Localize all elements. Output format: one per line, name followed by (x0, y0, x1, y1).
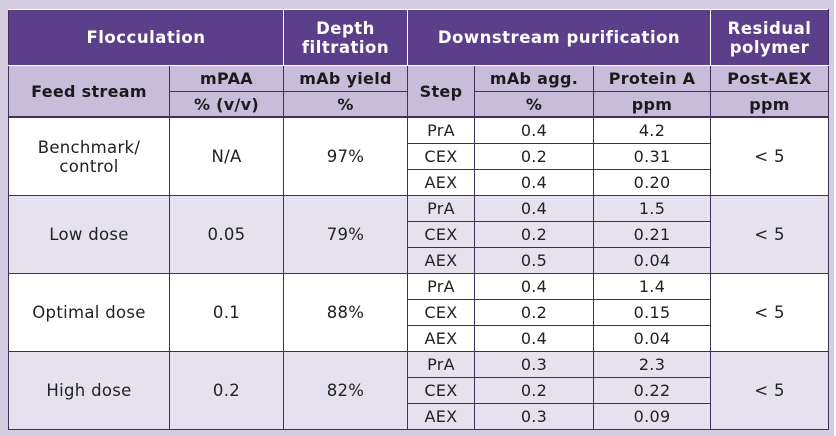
feed-stream-line-1: Benchmark/ (37, 137, 141, 157)
residual-polymer-line-1: Residual (727, 18, 812, 38)
residual-polymer-header: Residual polymer (710, 9, 830, 66)
protein-a-cell: 0.31 (592, 143, 712, 170)
protein-a-cell: 0.09 (592, 403, 712, 430)
mab-agg-cell: 0.2 (474, 221, 594, 248)
step-cell: AEX (407, 325, 475, 352)
protein-a-cell: 0.15 (592, 299, 712, 326)
feed-stream-header: Feed stream (8, 65, 170, 118)
feed-stream-cell: High dose (8, 351, 170, 430)
step-cell: PrA (407, 273, 475, 300)
mab-agg-cell: 0.3 (474, 403, 594, 430)
table-row: AEX 0.4 0.20 (9, 169, 829, 196)
table-row: Benchmark/ control N/A 97% PrA 0.4 4.2 <… (8, 116, 830, 196)
flocculation-header: Flocculation (8, 9, 284, 66)
table-row: Low dose 0.05 79% PrA 0.4 1.5 < 5 (8, 195, 830, 274)
mab-agg-unit: % (474, 91, 594, 118)
step-cell: AEX (407, 247, 475, 274)
table-row: CEX 0.2 0.15 (9, 299, 829, 326)
mab-agg-cell: 0.2 (474, 299, 594, 326)
unit-header-row: % (v/v) % % ppm ppm (9, 91, 830, 118)
post-aex-cell: < 5 (710, 351, 830, 430)
step-header: Step (407, 65, 475, 118)
mab-agg-cell: 0.5 (474, 247, 594, 274)
step-cell: AEX (407, 169, 475, 196)
residual-polymer-line-2: polymer (729, 37, 810, 57)
table-row: AEX 0.4 0.04 (9, 325, 829, 352)
protein-a-cell: 0.04 (592, 247, 712, 274)
table-row: AEX 0.3 0.09 (9, 403, 829, 430)
protein-a-unit: ppm (592, 91, 712, 118)
depth-filtration-header: Depth filtration (283, 9, 408, 66)
mab-agg-cell: 0.2 (474, 143, 594, 170)
feed-stream-cell: Low dose (8, 195, 170, 274)
step-cell: AEX (407, 403, 475, 430)
mab-yield-cell: 97% (283, 116, 408, 196)
protein-a-cell: 0.22 (592, 377, 712, 404)
step-cell: PrA (407, 195, 475, 222)
protein-a-cell: 0.04 (592, 325, 712, 352)
mab-agg-cell: 0.4 (474, 169, 594, 196)
mab-agg-header: mAb agg. (474, 65, 594, 92)
protein-a-cell: 4.2 (592, 116, 712, 144)
post-aex-cell: < 5 (710, 273, 830, 352)
feed-stream-line-2: control (59, 156, 119, 176)
table-row: CEX 0.2 0.31 (9, 143, 829, 170)
protein-a-cell: 0.21 (592, 221, 712, 248)
table-row: Optimal dose 0.1 88% PrA 0.4 1.4 < 5 (8, 273, 830, 352)
step-cell: CEX (407, 299, 475, 326)
mpaa-cell: 0.2 (169, 351, 284, 430)
feed-stream-cell: Optimal dose (8, 273, 170, 352)
protein-a-header: Protein A (592, 65, 712, 92)
group-header-row: Flocculation Depth filtration Downstream… (8, 9, 830, 66)
results-table: Flocculation Depth filtration Downstream… (8, 9, 830, 430)
step-cell: PrA (407, 116, 475, 144)
post-aex-cell: < 5 (710, 195, 830, 274)
depth-filtration-line-2: filtration (301, 37, 390, 57)
mab-agg-cell: 0.4 (474, 325, 594, 352)
column-header-row: Feed stream mPAA mAb yield Step mAb agg.… (8, 65, 830, 118)
mab-yield-cell: 79% (283, 195, 408, 274)
feed-stream-cell: Benchmark/ control (8, 116, 170, 196)
protein-a-cell: 2.3 (592, 351, 712, 378)
post-aex-header: Post-AEX (710, 65, 830, 92)
table-row: CEX 0.2 0.22 (9, 377, 829, 404)
post-aex-cell: < 5 (710, 116, 830, 196)
mab-agg-cell: 0.4 (474, 195, 594, 222)
mab-agg-cell: 0.4 (474, 273, 594, 300)
mab-yield-header: mAb yield (283, 65, 408, 92)
mab-yield-cell: 82% (283, 351, 408, 430)
downstream-purification-header: Downstream purification (406, 9, 712, 66)
mpaa-cell: N/A (169, 116, 284, 196)
step-cell: CEX (407, 143, 475, 170)
mpaa-cell: 0.1 (169, 273, 284, 352)
mpaa-unit: % (v/v) (169, 91, 284, 118)
protein-a-cell: 0.20 (592, 169, 712, 196)
post-aex-unit: ppm (710, 91, 830, 118)
protein-a-cell: 1.5 (592, 195, 712, 222)
table-row: High dose 0.2 82% PrA 0.3 2.3 < 5 (8, 351, 830, 430)
mpaa-header: mPAA (169, 65, 284, 92)
depth-filtration-line-1: Depth (316, 18, 375, 38)
mab-yield-cell: 88% (283, 273, 408, 352)
protein-a-cell: 1.4 (592, 273, 712, 300)
mab-yield-unit: % (283, 91, 408, 118)
mpaa-cell: 0.05 (169, 195, 284, 274)
mab-agg-cell: 0.3 (474, 351, 594, 378)
table-row: CEX 0.2 0.21 (9, 221, 829, 248)
step-cell: CEX (407, 221, 475, 248)
step-cell: PrA (407, 351, 475, 378)
mab-agg-cell: 0.4 (474, 116, 594, 144)
mab-agg-cell: 0.2 (474, 377, 594, 404)
step-cell: CEX (407, 377, 475, 404)
